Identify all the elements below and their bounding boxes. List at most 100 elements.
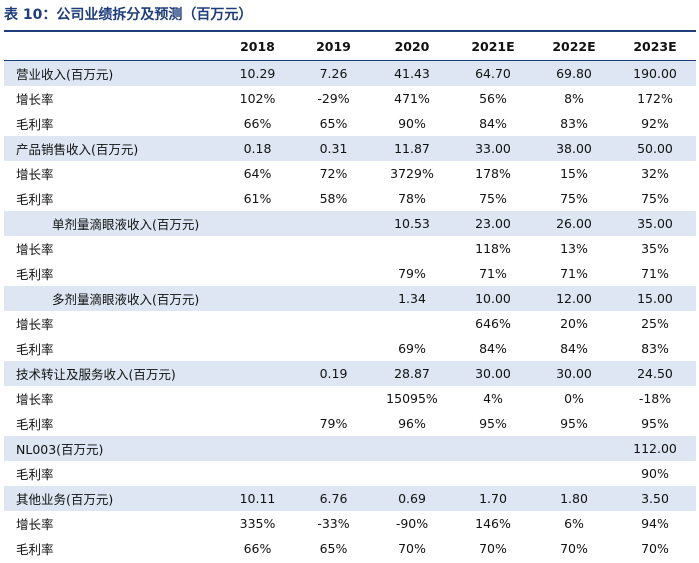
- row-value: 102%: [239, 91, 276, 106]
- row-value: [372, 236, 452, 261]
- row-label: 增长率: [16, 392, 54, 407]
- row-value: [534, 461, 614, 486]
- row-value: 11.87: [372, 136, 452, 161]
- row-value: 75%: [560, 191, 588, 206]
- row-value: 58%: [319, 191, 348, 206]
- row-value: [372, 311, 452, 336]
- row-label: 单剂量滴眼液收入(百万元): [4, 211, 220, 236]
- table-row: 增长率 102% -29% 471% 56% 8% 172%: [4, 86, 696, 111]
- row-value: [534, 436, 614, 461]
- row-label: 毛利率: [16, 117, 54, 132]
- row-label: 增长率: [16, 317, 54, 332]
- row-value: 24.50: [614, 361, 696, 386]
- row-value: 78%: [398, 191, 426, 206]
- row-label: 其他业务(百万元): [4, 486, 220, 511]
- row-value: [220, 261, 295, 286]
- row-value: [220, 461, 295, 486]
- row-value: 50.00: [614, 136, 696, 161]
- header-cell-label: [4, 33, 220, 61]
- row-value: 79%: [398, 266, 426, 281]
- table-row: 增长率 646% 20% 25%: [4, 311, 696, 336]
- row-value: 96%: [398, 416, 426, 431]
- header-cell-2023e: 2023E: [614, 33, 696, 61]
- row-value: 66%: [243, 541, 272, 556]
- row-label: 毛利率: [16, 267, 54, 282]
- row-value: 92%: [641, 116, 669, 131]
- row-value: [452, 436, 534, 461]
- forecast-table: 2018 2019 2020 2021E 2022E 2023E 营业收入(百万…: [4, 33, 696, 561]
- row-value: 95%: [641, 416, 669, 431]
- table-row: NL003(百万元) 112.00: [4, 436, 696, 461]
- row-value: 1.70: [452, 486, 534, 511]
- row-value: 10.29: [220, 60, 295, 86]
- row-value: 70%: [479, 541, 507, 556]
- row-value: [295, 311, 372, 336]
- row-value: 1.80: [534, 486, 614, 511]
- row-value: 84%: [479, 341, 507, 356]
- row-value: -29%: [317, 91, 350, 106]
- header-cell-2020: 2020: [372, 33, 452, 61]
- row-value: 471%: [394, 91, 430, 106]
- row-label: 毛利率: [16, 192, 54, 207]
- row-value: 94%: [641, 516, 669, 531]
- row-value: 56%: [479, 91, 507, 106]
- row-value: 26.00: [534, 211, 614, 236]
- row-value: [295, 211, 372, 236]
- row-value: 646%: [475, 316, 511, 331]
- row-value: 10.11: [220, 486, 295, 511]
- row-value: 71%: [479, 266, 507, 281]
- row-value: [295, 386, 372, 411]
- row-value: 75%: [479, 191, 507, 206]
- row-label: 多剂量滴眼液收入(百万元): [4, 286, 220, 311]
- row-value: 0.18: [220, 136, 295, 161]
- table-row: 毛利率 90%: [4, 461, 696, 486]
- table-row: 增长率 64% 72% 3729% 178% 15% 32%: [4, 161, 696, 186]
- row-value: 30.00: [534, 361, 614, 386]
- table-row: 技术转让及服务收入(百万元) 0.19 28.87 30.00 30.00 24.50: [4, 361, 696, 386]
- table-row: 其他业务(百万元) 10.11 6.76 0.69 1.70 1.80 3.50: [4, 486, 696, 511]
- table-header-row: 2018 2019 2020 2021E 2022E 2023E: [4, 33, 696, 61]
- table-row: 增长率 118% 13% 35%: [4, 236, 696, 261]
- row-value: 12.00: [534, 286, 614, 311]
- table-row: 多剂量滴眼液收入(百万元) 1.34 10.00 12.00 15.00: [4, 286, 696, 311]
- row-label: 技术转让及服务收入(百万元): [4, 361, 220, 386]
- row-value: 64.70: [452, 60, 534, 86]
- row-value: 83%: [560, 116, 588, 131]
- row-value: [220, 211, 295, 236]
- row-value: [295, 261, 372, 286]
- row-value: 65%: [319, 116, 348, 131]
- row-value: 84%: [479, 116, 507, 131]
- table-row: 毛利率 61% 58% 78% 75% 75% 75%: [4, 186, 696, 211]
- row-value: 172%: [637, 91, 673, 106]
- row-value: [452, 461, 534, 486]
- row-value: 6%: [564, 516, 584, 531]
- header-cell-2021e: 2021E: [452, 33, 534, 61]
- header-cell-2018: 2018: [220, 33, 295, 61]
- table-row: 产品销售收入(百万元) 0.18 0.31 11.87 33.00 38.00 50.00: [4, 136, 696, 161]
- header-cell-2019: 2019: [295, 33, 372, 61]
- row-value: 8%: [564, 91, 584, 106]
- row-value: 69%: [398, 341, 426, 356]
- row-value: 30.00: [452, 361, 534, 386]
- row-value: 79%: [319, 416, 348, 431]
- row-value: [220, 236, 295, 261]
- row-value: [220, 436, 295, 461]
- row-value: 1.34: [372, 286, 452, 311]
- row-value: 0%: [564, 391, 584, 406]
- row-value: 7.26: [295, 60, 372, 86]
- row-value: 64%: [243, 166, 272, 181]
- row-value: 20%: [560, 316, 588, 331]
- row-value: 3.50: [614, 486, 696, 511]
- row-label: 增长率: [16, 167, 54, 182]
- table-row: 毛利率 69% 84% 84% 83%: [4, 336, 696, 361]
- row-value: 112.00: [614, 436, 696, 461]
- row-value: [372, 436, 452, 461]
- row-value: 4%: [483, 391, 503, 406]
- row-value: 146%: [475, 516, 511, 531]
- row-label: NL003(百万元): [4, 436, 220, 461]
- row-value: 90%: [398, 116, 426, 131]
- header-rule: [4, 30, 696, 32]
- table-row: 增长率 335% -33% -90% 146% 6% 94%: [4, 511, 696, 536]
- row-value: 32%: [641, 166, 669, 181]
- row-value: 15.00: [614, 286, 696, 311]
